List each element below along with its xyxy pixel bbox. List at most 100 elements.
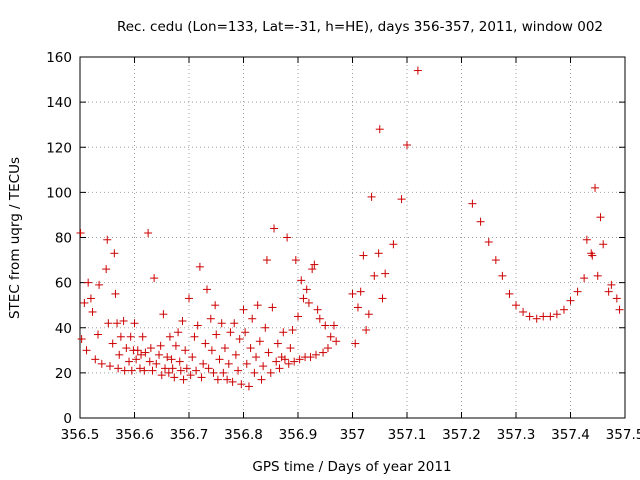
data-point: [130, 319, 139, 328]
data-point: [308, 265, 317, 274]
data-point: [268, 303, 277, 312]
data-point: [588, 251, 597, 260]
data-point: [262, 256, 271, 265]
x-tick-label: 357.1: [388, 427, 427, 443]
data-point: [378, 294, 387, 303]
data-point: [311, 350, 320, 359]
data-point: [234, 366, 243, 375]
data-point: [199, 359, 208, 368]
data-point: [185, 294, 193, 303]
data-point: [126, 332, 135, 341]
data-point: [209, 368, 218, 377]
data-point: [351, 339, 360, 348]
data-point: [223, 375, 232, 384]
data-point: [593, 271, 602, 280]
data-point: [179, 375, 188, 384]
data-point: [150, 274, 159, 283]
data-point: [193, 321, 202, 330]
data-point: [164, 368, 173, 377]
data-point: [237, 380, 246, 389]
data-point: [519, 307, 528, 316]
data-point: [498, 271, 507, 280]
data-point: [275, 364, 284, 373]
x-tick-label: 356.6: [115, 427, 154, 443]
data-point: [93, 330, 102, 339]
data-point: [353, 303, 362, 312]
data-point: [212, 330, 221, 339]
data-point: [197, 373, 206, 382]
data-point: [152, 359, 161, 368]
data-point: [413, 66, 422, 75]
data-point: [284, 359, 293, 368]
data-point: [319, 348, 328, 357]
data-point: [171, 341, 180, 350]
data-point: [80, 298, 89, 307]
data-point: [607, 280, 616, 289]
data-point: [573, 287, 582, 296]
data-point: [468, 199, 477, 208]
data-point: [288, 326, 297, 335]
data-point: [140, 366, 149, 375]
data-point: [116, 332, 125, 341]
data-point: [580, 274, 589, 283]
data-point: [181, 346, 190, 355]
x-tick-label: 356.9: [279, 427, 318, 443]
data-point: [168, 364, 177, 373]
data-point: [367, 192, 376, 201]
data-point: [122, 344, 131, 353]
data-point: [190, 332, 199, 341]
data-point: [512, 301, 520, 310]
data-point: [313, 305, 322, 314]
data-point: [295, 355, 304, 364]
y-tick-label: 120: [46, 140, 72, 156]
data-point: [532, 314, 541, 323]
data-point: [82, 346, 91, 355]
data-point: [280, 355, 289, 364]
data-point: [599, 240, 608, 249]
axis-ticks: 356.5 356.6 356.7 356.8 356.9 357 357.1 357.2 35…: [46, 50, 640, 443]
data-point: [88, 307, 97, 316]
data-point: [582, 235, 591, 244]
data-point: [103, 235, 112, 244]
data-point: [138, 332, 147, 341]
data-point: [253, 301, 262, 310]
data-point: [297, 276, 306, 285]
data-point: [476, 217, 485, 226]
data-point: [144, 228, 153, 237]
data-point: [559, 305, 568, 314]
x-tick-label: 357: [340, 427, 366, 443]
data-point: [323, 344, 332, 353]
y-tick-label: 140: [46, 95, 72, 111]
data-point: [539, 312, 548, 321]
y-tick-label: 0: [63, 411, 72, 427]
data-point: [114, 364, 123, 373]
data-point: [91, 355, 100, 364]
data-point: [264, 348, 273, 357]
y-tick-label: 40: [55, 321, 72, 337]
data-point: [157, 371, 166, 380]
data-point: [211, 301, 220, 310]
data-point: [310, 260, 319, 269]
data-point: [244, 382, 253, 391]
x-tick-label: 356.5: [61, 427, 100, 443]
data-point: [135, 364, 144, 373]
data-point: [604, 287, 613, 296]
data-point: [348, 289, 357, 298]
y-tick-label: 20: [55, 366, 72, 382]
y-axis-label: STEC from uqrg / TECUs: [7, 157, 23, 319]
data-point: [566, 296, 575, 305]
data-point: [204, 364, 213, 373]
data-point: [364, 310, 373, 319]
data-point: [155, 350, 164, 359]
y-tick-label: 80: [55, 231, 72, 247]
chart-title: Rec. cedu (Lon=133, Lat=-31, h=HE), days…: [117, 19, 603, 35]
data-point: [304, 298, 313, 307]
x-axis-label: GPS time / Days of year 2011: [252, 459, 451, 475]
data-point: [332, 337, 341, 346]
data-point: [97, 359, 106, 368]
data-point: [374, 249, 383, 258]
data-point: [110, 249, 119, 258]
data-point: [591, 183, 600, 192]
data-point: [239, 305, 248, 314]
data-point: [321, 321, 330, 330]
